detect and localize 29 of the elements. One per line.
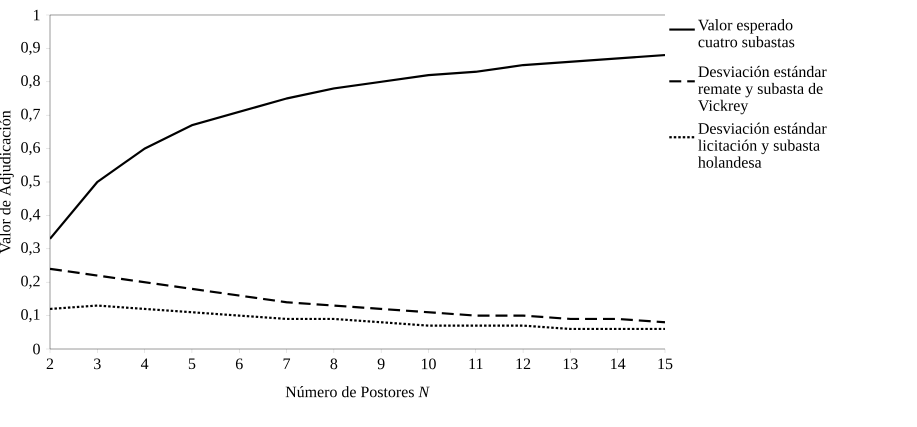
x-tick-label: 9 xyxy=(378,358,384,370)
legend-label: Valor esperado cuatro subastas xyxy=(698,19,794,48)
y-tick-label: 0,6 xyxy=(21,142,40,156)
x-tick-label: 12 xyxy=(516,358,530,370)
y-tick-label: 0,1 xyxy=(21,309,40,322)
y-tick-label: 0,8 xyxy=(21,75,40,88)
x-tick-label: 5 xyxy=(188,358,196,370)
y-tick-label: 0,5 xyxy=(21,175,40,189)
y-tick-label: 0,2 xyxy=(21,276,40,289)
x-tick-label: 6 xyxy=(236,358,243,370)
legend-label: Desviación estándar remate y subasta de Vickrey xyxy=(698,66,827,114)
y-tick-label: 0,3 xyxy=(21,242,40,256)
x-tick-label: 14 xyxy=(611,358,626,370)
y-tick-label: 0,9 xyxy=(21,42,40,55)
x-tick-label: 3 xyxy=(94,358,101,370)
x-tick-label: 7 xyxy=(284,358,290,369)
y-tick-label: 0,4 xyxy=(21,208,40,222)
y-tick-label: 1 xyxy=(34,10,40,20)
legend-label: Desviación estándar licitación y subasta holandesa xyxy=(698,122,827,168)
x-tick-label: 2 xyxy=(46,358,54,370)
x-tick-label: 13 xyxy=(564,358,578,370)
x-tick-label: 15 xyxy=(658,358,672,370)
x-tick-label: 11 xyxy=(470,358,482,370)
x-tick-label: 10 xyxy=(422,358,436,370)
x-axis-title: Número de Postores N xyxy=(286,386,430,398)
x-tick-label: 8 xyxy=(330,358,338,370)
x-tick-label: 4 xyxy=(140,358,148,369)
y-tick-label: 0 xyxy=(33,344,40,354)
y-tick-label: 0,7 xyxy=(21,108,40,122)
